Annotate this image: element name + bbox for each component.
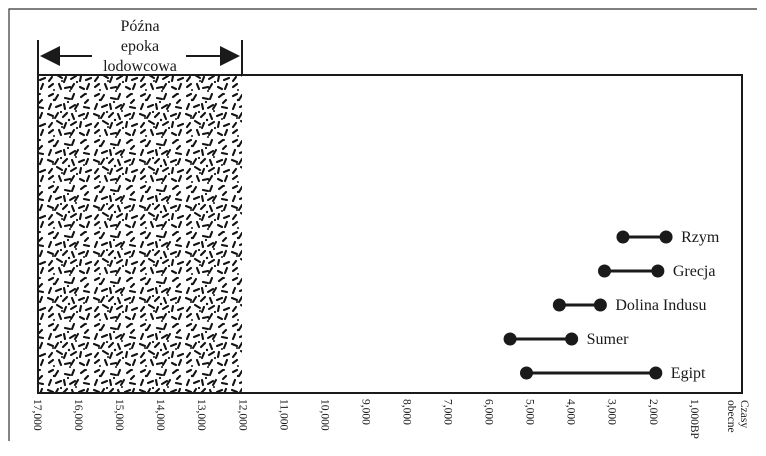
civ-end-dot — [649, 366, 663, 380]
ice-age-label-line3: lodowcowa — [103, 58, 177, 75]
tick-label: 15,000 — [113, 399, 125, 431]
civ-range-dolina-indusu: Dolina Indusu — [552, 297, 706, 314]
civ-range-rzym: Rzym — [616, 229, 720, 246]
ice-age-label-line2: epoka — [121, 38, 159, 55]
tick-label: 17,000 — [31, 399, 43, 431]
civ-label: Egipt — [671, 365, 706, 382]
chart-box — [37, 74, 743, 394]
ice-age-label-line1: Późna — [120, 18, 159, 35]
civ-label: Rzym — [681, 229, 720, 246]
figure-frame — [8, 8, 757, 441]
tick-label: 6,000 — [483, 399, 495, 425]
tick-label: 3,000 — [606, 399, 618, 425]
present-label: Czasy obecne — [725, 400, 750, 433]
civ-end-dot — [651, 264, 665, 278]
tick-label: 9,000 — [359, 399, 371, 425]
civ-start-dot — [616, 230, 630, 244]
tick-label: 4,000 — [565, 399, 577, 425]
tick-label: 2,000 — [647, 399, 659, 425]
present-label-line1: Czasy — [738, 400, 750, 428]
tick-label: 10,000 — [318, 399, 330, 431]
civ-end-dot — [593, 298, 607, 312]
tick-label: 8,000 — [400, 399, 412, 425]
civ-start-dot — [552, 298, 566, 312]
tick-label: 13,000 — [195, 399, 207, 431]
civ-label: Dolina Indusu — [615, 297, 706, 314]
civ-range-sumer: Sumer — [503, 331, 629, 348]
tick-label: 16,000 — [72, 399, 84, 431]
civilization-ranges: Rzym Grecja Dolina Indusu Sumer Egipt — [503, 229, 720, 382]
civ-start-dot — [519, 366, 533, 380]
civ-end-dot — [659, 230, 673, 244]
tick-label: 7,000 — [442, 399, 454, 425]
tick-label: 1,000BP — [688, 399, 700, 439]
present-label-line2: obecne — [725, 400, 737, 433]
x-axis-ticks: 17,000 16,000 15,000 14,000 13,000 12,000 11,0… — [31, 399, 700, 439]
tick-label: 12,000 — [236, 399, 248, 431]
civ-end-dot — [565, 332, 579, 346]
tick-label: 5,000 — [524, 399, 536, 425]
civ-range-grecja: Grecja — [597, 263, 716, 280]
civ-range-egipt: Egipt — [519, 365, 706, 382]
civ-start-dot — [503, 332, 517, 346]
civ-start-dot — [597, 264, 611, 278]
tick-label: 11,000 — [277, 399, 289, 430]
civ-label: Sumer — [587, 331, 629, 348]
ice-age-region — [38, 75, 242, 393]
civ-label: Grecja — [673, 263, 716, 280]
tick-label: 14,000 — [154, 399, 166, 431]
